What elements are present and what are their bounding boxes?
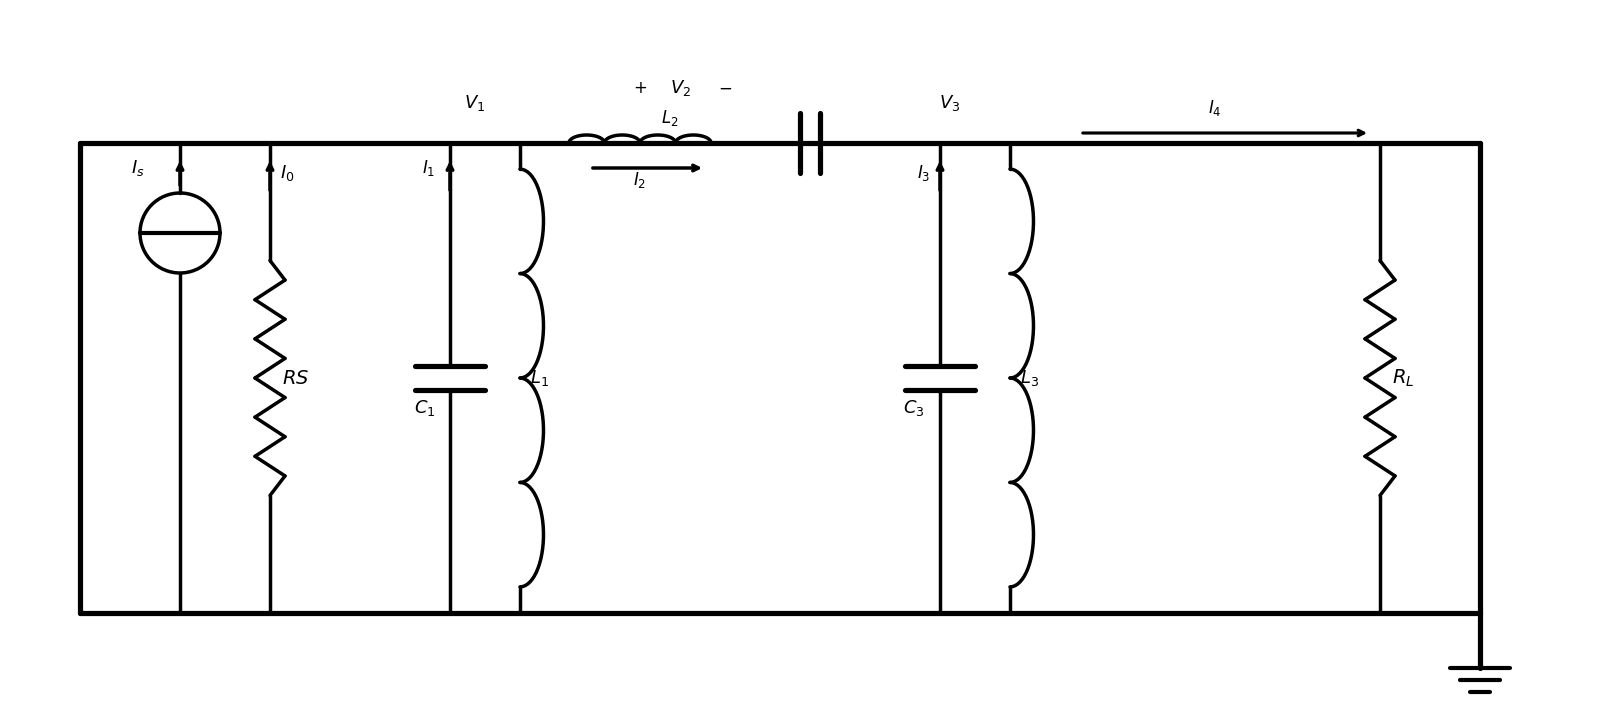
Text: $I_3$: $I_3$ (916, 163, 929, 183)
Text: $I_2$: $I_2$ (634, 170, 647, 190)
Text: $R_L$: $R_L$ (1392, 368, 1414, 389)
Text: $L_3$: $L_3$ (1021, 368, 1038, 388)
Text: $C_1$: $C_1$ (414, 398, 435, 418)
Text: $L_2$: $L_2$ (661, 108, 679, 128)
Text: $+$: $+$ (632, 79, 647, 97)
Text: $I_4$: $I_4$ (1209, 98, 1221, 118)
Text: $-$: $-$ (717, 79, 732, 97)
Text: $L_1$: $L_1$ (530, 368, 549, 388)
Text: $V_2$: $V_2$ (669, 78, 692, 98)
Text: $V_3$: $V_3$ (939, 93, 961, 113)
Text: $I_s$: $I_s$ (132, 158, 144, 178)
Text: $RS$: $RS$ (282, 368, 310, 387)
Text: $I_0$: $I_0$ (279, 163, 294, 183)
Text: $V_1$: $V_1$ (464, 93, 486, 113)
Text: $I_1$: $I_1$ (422, 158, 435, 178)
Text: $C_3$: $C_3$ (904, 398, 924, 418)
